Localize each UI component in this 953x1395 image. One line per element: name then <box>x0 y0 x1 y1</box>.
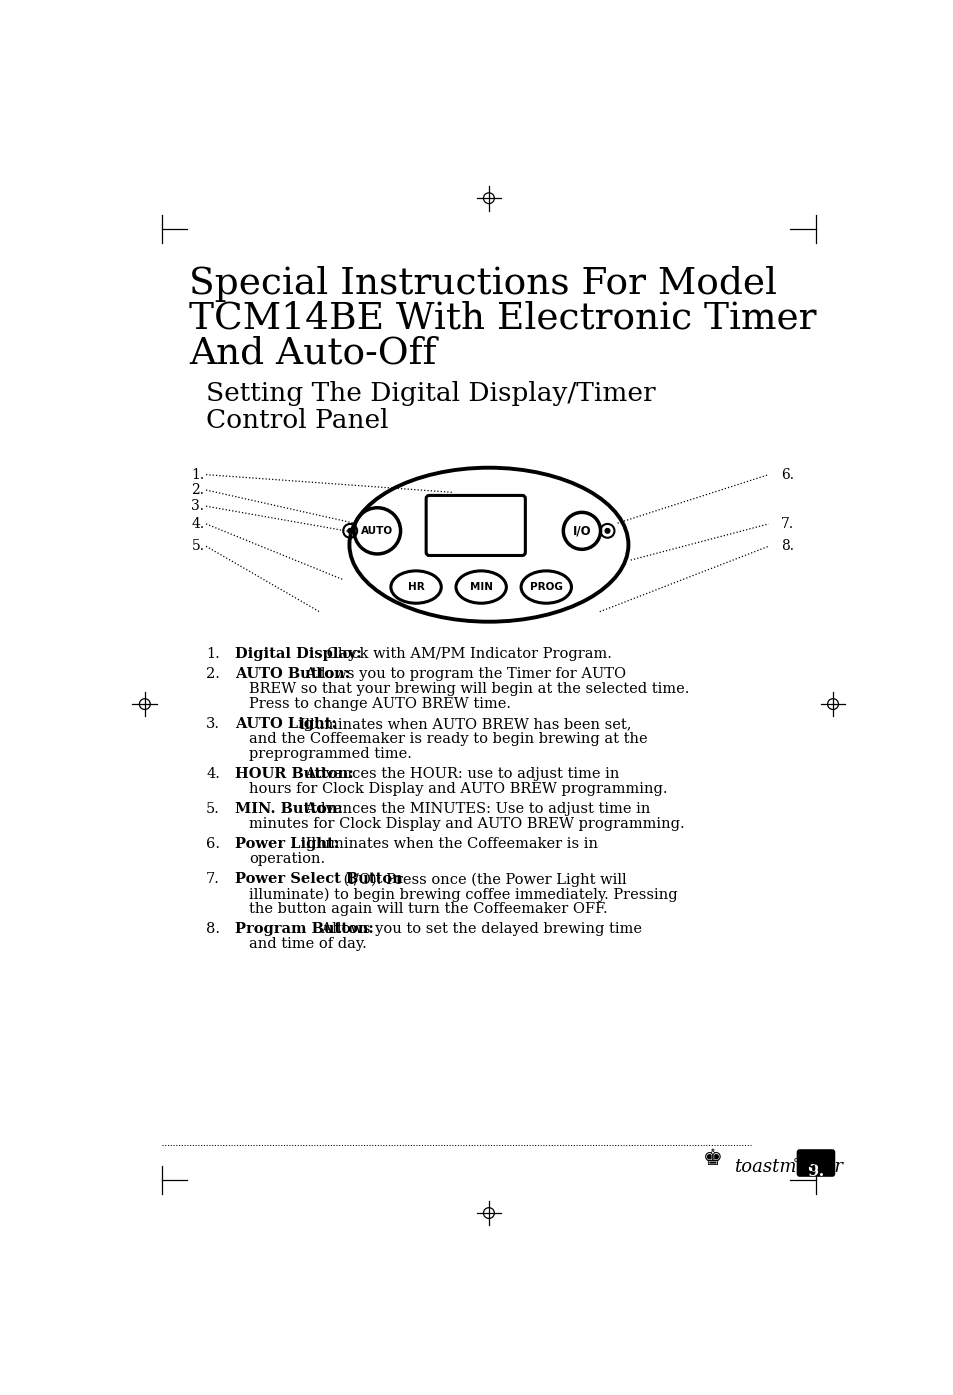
Text: and the Coffeemaker is ready to begin brewing at the: and the Coffeemaker is ready to begin br… <box>249 732 647 746</box>
Text: (l/O): Press once (the Power Light will: (l/O): Press once (the Power Light will <box>338 872 625 887</box>
Text: Control Panel: Control Panel <box>206 409 388 434</box>
Text: ♚: ♚ <box>702 1149 722 1169</box>
Text: Illuminates when the Coffeemaker is in: Illuminates when the Coffeemaker is in <box>300 837 597 851</box>
Text: HR: HR <box>407 582 424 591</box>
Text: And Auto-Off: And Auto-Off <box>189 335 436 371</box>
Text: °: ° <box>792 1158 799 1172</box>
Text: Special Instructions For Model: Special Instructions For Model <box>189 266 776 301</box>
Text: AUTO Button:: AUTO Button: <box>235 667 351 681</box>
Text: 1.: 1. <box>206 647 220 661</box>
Text: 3.: 3. <box>192 499 204 513</box>
Text: AUTO Light:: AUTO Light: <box>235 717 337 731</box>
FancyBboxPatch shape <box>797 1149 834 1176</box>
Text: 7.: 7. <box>781 518 794 531</box>
Text: Advances the HOUR: use to adjust time in: Advances the HOUR: use to adjust time in <box>300 767 618 781</box>
Text: HOUR Button:: HOUR Button: <box>235 767 354 781</box>
Text: Clock with AM/PM Indicator Program.: Clock with AM/PM Indicator Program. <box>322 647 612 661</box>
Text: 8.: 8. <box>206 922 220 936</box>
Text: MIN. Button:: MIN. Button: <box>235 802 343 816</box>
Circle shape <box>348 529 353 533</box>
Text: TCM14BE With Electronic Timer: TCM14BE With Electronic Timer <box>189 300 816 336</box>
Text: hours for Clock Display and AUTO BREW programming.: hours for Clock Display and AUTO BREW pr… <box>249 783 667 797</box>
Text: Press to change AUTO BREW time.: Press to change AUTO BREW time. <box>249 698 511 711</box>
Text: 2.: 2. <box>206 667 220 681</box>
Text: BREW so that your brewing will begin at the selected time.: BREW so that your brewing will begin at … <box>249 682 689 696</box>
Text: preprogrammed time.: preprogrammed time. <box>249 748 412 762</box>
Text: Advances the MINUTES: Use to adjust time in: Advances the MINUTES: Use to adjust time… <box>300 802 649 816</box>
Text: MIN: MIN <box>469 582 492 591</box>
Text: 6.: 6. <box>206 837 220 851</box>
Text: PROG: PROG <box>529 582 562 591</box>
Text: 8.: 8. <box>781 540 793 554</box>
Text: Illuminates when AUTO BREW has been set,: Illuminates when AUTO BREW has been set, <box>294 717 631 731</box>
Text: 5.: 5. <box>192 540 204 554</box>
Text: the button again will turn the Coffeemaker OFF.: the button again will turn the Coffeemak… <box>249 903 607 917</box>
Text: Allows you to set the delayed brewing time: Allows you to set the delayed brewing ti… <box>316 922 641 936</box>
Text: I/O: I/O <box>572 525 591 537</box>
Text: Program Button:: Program Button: <box>235 922 374 936</box>
Text: illuminate) to begin brewing coffee immediately. Pressing: illuminate) to begin brewing coffee imme… <box>249 887 678 901</box>
Text: 3.: 3. <box>206 717 220 731</box>
Text: operation.: operation. <box>249 852 325 866</box>
Text: 6.: 6. <box>781 467 793 481</box>
Text: 7.: 7. <box>206 872 220 886</box>
Text: 2.: 2. <box>192 483 204 497</box>
Text: Allows you to program the Timer for AUTO: Allows you to program the Timer for AUTO <box>300 667 625 681</box>
Text: 1.: 1. <box>192 467 204 481</box>
Circle shape <box>604 529 609 533</box>
Text: Power Select Button: Power Select Button <box>235 872 403 886</box>
Text: 4.: 4. <box>206 767 220 781</box>
Text: minutes for Clock Display and AUTO BREW programming.: minutes for Clock Display and AUTO BREW … <box>249 817 684 831</box>
Text: and time of day.: and time of day. <box>249 937 367 951</box>
Text: Setting The Digital Display/Timer: Setting The Digital Display/Timer <box>206 381 655 406</box>
Text: toastmaster: toastmaster <box>733 1158 841 1176</box>
Text: AUTO: AUTO <box>361 526 393 536</box>
Text: 5.: 5. <box>206 802 220 816</box>
Text: 9.: 9. <box>806 1163 823 1180</box>
Text: Power Light:: Power Light: <box>235 837 339 851</box>
Text: 4.: 4. <box>192 518 204 531</box>
Text: Digital Display:: Digital Display: <box>235 647 362 661</box>
